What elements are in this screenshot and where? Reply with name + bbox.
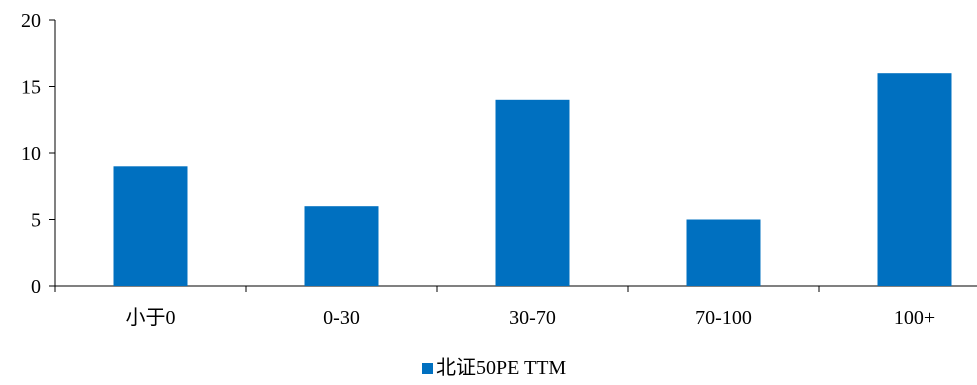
x-tick-label: 0-30 [323, 307, 360, 329]
bar-1 [113, 166, 188, 286]
bar-5 [877, 73, 952, 286]
y-axis: 0 5 10 15 20 [21, 10, 56, 298]
legend-swatch [422, 363, 433, 374]
y-tick-label: 0 [31, 276, 41, 298]
bars [113, 73, 952, 286]
y-tick-label: 10 [21, 143, 41, 165]
legend: 北证50PE TTM [422, 356, 566, 379]
x-tick-label: 小于0 [126, 306, 176, 329]
x-tick-label: 30-70 [509, 307, 556, 329]
bar-2 [304, 206, 379, 286]
legend-label: 北证50PE TTM [436, 356, 566, 379]
x-tick-label: 100+ [894, 307, 935, 329]
y-tick-label: 15 [21, 77, 41, 99]
y-tick-label: 5 [31, 210, 41, 232]
bar-4 [686, 219, 761, 286]
x-axis: 小于0 0-30 30-70 70-100 100+ [54, 285, 977, 329]
bar-3 [495, 99, 570, 286]
y-tick-label: 20 [21, 10, 41, 32]
x-tick-label: 70-100 [695, 307, 752, 329]
